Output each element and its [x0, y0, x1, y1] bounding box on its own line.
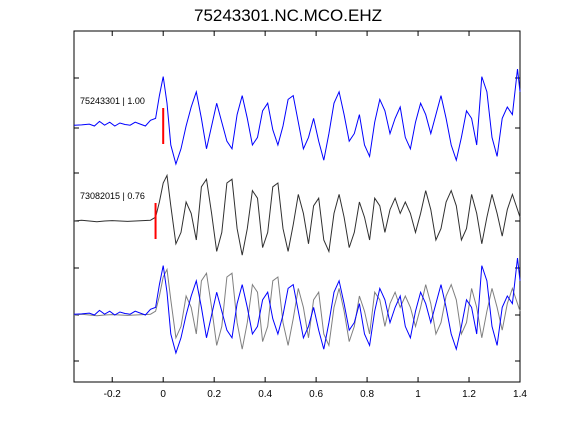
x-tick-label: 1.2: [462, 389, 476, 400]
overlay-trace-1-line: [73, 257, 521, 355]
traces: 75243301 | 1.00 73082015 | 0.76: [73, 68, 521, 355]
x-tick-label: 0.6: [309, 389, 323, 400]
x-tick-label: -0.2: [104, 389, 122, 400]
trace-2-line: [73, 173, 521, 256]
x-tick-label: 0: [160, 389, 166, 400]
plot-area-frame: [73, 30, 521, 383]
trace-1-line: [73, 68, 521, 166]
trace-label: 75243301 | 1.00: [80, 96, 145, 106]
x-tick-label: 1.4: [513, 389, 527, 400]
x-tick-label: 0.4: [258, 389, 272, 400]
x-tick-label: 0.2: [207, 389, 221, 400]
x-tick-label: 0.8: [360, 389, 374, 400]
overlay-trace-2-line: [73, 267, 521, 350]
y-ticks: [74, 77, 520, 362]
x-axis: -0.2 0 0.2 0.4 0.6 0.8 1 1.2 1.4: [104, 31, 527, 400]
chart-title: 75243301.NC.MCO.EHZ: [193, 6, 383, 25]
trace-label: 73082015 | 0.76: [80, 191, 145, 201]
x-tick-label: 1: [415, 389, 421, 400]
